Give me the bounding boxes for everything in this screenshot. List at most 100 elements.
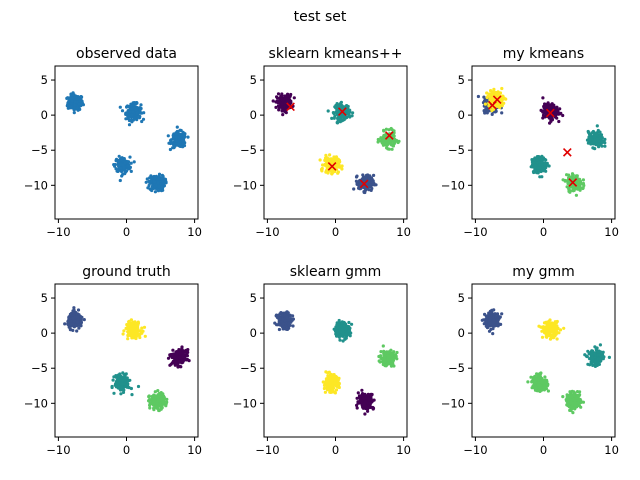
data-point <box>538 157 543 161</box>
data-point <box>499 98 503 102</box>
x-tick-label: 10 <box>396 225 411 239</box>
data-point <box>69 105 73 109</box>
scatter-points <box>476 86 607 197</box>
data-point <box>487 329 492 333</box>
data-point <box>565 173 569 177</box>
data-point <box>360 177 364 181</box>
data-point <box>82 318 86 322</box>
data-point <box>366 409 370 413</box>
data-point <box>384 143 388 147</box>
data-point <box>555 116 559 120</box>
data-point <box>555 105 559 109</box>
data-point <box>126 383 130 387</box>
data-point <box>283 104 287 109</box>
data-point <box>65 104 69 108</box>
data-point <box>140 326 144 330</box>
data-point <box>124 117 128 121</box>
data-point <box>553 113 558 117</box>
data-point <box>127 386 131 390</box>
data-point <box>275 96 279 100</box>
data-point <box>156 181 160 185</box>
data-point <box>281 317 285 322</box>
data-point <box>166 356 171 360</box>
data-point <box>590 131 594 135</box>
data-point <box>379 350 383 354</box>
data-point <box>63 322 67 326</box>
data-point <box>329 372 333 376</box>
data-point <box>143 334 147 338</box>
data-point <box>318 158 322 162</box>
data-point <box>122 166 126 170</box>
data-point <box>116 373 120 377</box>
data-point <box>177 137 182 141</box>
data-point <box>335 102 339 106</box>
data-point <box>160 173 164 177</box>
data-point <box>75 315 79 319</box>
data-point <box>75 106 79 110</box>
data-point <box>358 399 362 403</box>
data-point <box>182 139 186 143</box>
data-point <box>75 329 79 333</box>
data-point <box>114 159 119 163</box>
data-point <box>178 144 183 148</box>
scatter-points <box>63 306 191 413</box>
x-tick-label: −10 <box>46 225 70 239</box>
data-point <box>354 179 358 183</box>
data-point <box>538 162 542 167</box>
data-point <box>393 353 398 357</box>
data-point <box>288 94 292 98</box>
data-point <box>476 94 480 99</box>
data-point <box>491 327 495 331</box>
data-point <box>574 193 579 197</box>
data-point <box>381 141 385 145</box>
data-point <box>118 178 122 183</box>
data-point <box>487 311 491 315</box>
data-point <box>178 360 182 364</box>
data-point <box>491 332 495 336</box>
data-point <box>127 331 131 336</box>
data-point <box>176 365 180 369</box>
data-point <box>336 171 340 175</box>
data-point <box>589 133 593 137</box>
data-point <box>277 327 281 332</box>
data-point <box>69 102 74 106</box>
x-tick-label: 0 <box>123 443 130 457</box>
data-point <box>280 102 284 106</box>
data-point <box>330 384 334 388</box>
data-point <box>556 111 560 115</box>
data-point <box>559 111 563 115</box>
data-point <box>595 124 599 128</box>
cluster-3 <box>376 126 401 151</box>
data-point <box>368 401 372 405</box>
data-point <box>168 354 172 358</box>
data-point <box>69 92 73 96</box>
data-point <box>291 324 295 328</box>
y-tick-label: 0 <box>458 108 465 122</box>
cluster-5 <box>144 172 168 194</box>
data-point <box>181 354 185 359</box>
data-point <box>116 384 120 388</box>
data-point <box>492 319 496 324</box>
center-marker <box>286 102 295 112</box>
data-point <box>361 405 365 409</box>
data-point <box>543 115 547 119</box>
data-point <box>334 388 339 392</box>
data-point <box>335 163 339 167</box>
data-point <box>175 125 179 129</box>
data-point <box>121 332 125 336</box>
data-point <box>155 187 159 191</box>
data-point <box>588 138 592 142</box>
data-point <box>596 128 600 133</box>
data-point <box>551 329 555 334</box>
cluster-4 <box>112 154 136 183</box>
data-point <box>340 321 344 326</box>
data-point <box>347 329 352 333</box>
data-point <box>127 326 131 331</box>
y-tick-label: −5 <box>240 143 257 157</box>
data-point <box>120 109 125 113</box>
data-point <box>74 323 78 327</box>
cluster-3 <box>166 125 190 152</box>
data-point <box>485 326 490 330</box>
data-point <box>153 176 157 180</box>
data-point <box>123 382 127 386</box>
